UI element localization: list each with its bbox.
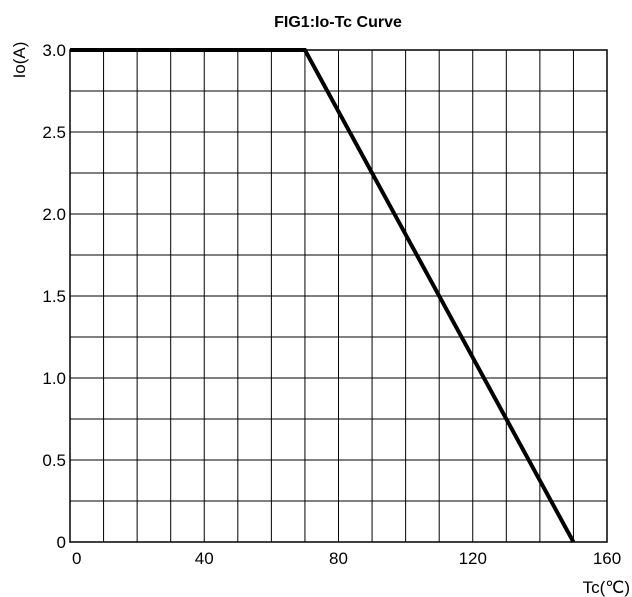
y-tick-label: 0.5 xyxy=(42,451,66,470)
plot-frame xyxy=(69,49,608,543)
y-tick-label: 3.0 xyxy=(42,41,66,60)
y-tick-label: 2.5 xyxy=(42,123,66,142)
x-tick-label: 0 xyxy=(72,549,81,568)
x-tick-label: 80 xyxy=(329,549,348,568)
series-line xyxy=(70,48,576,543)
tick-labels: 0 0.5 1.0 1.5 2.0 2.5 3.0 0 40 80 120 160 xyxy=(42,41,621,568)
x-axis-label: Tc(℃) xyxy=(583,578,630,597)
x-tick-label: 160 xyxy=(593,549,621,568)
y-tick-label: 1.0 xyxy=(42,369,66,388)
y-axis-label: Io(A) xyxy=(10,42,29,79)
grid xyxy=(70,50,607,542)
x-tick-label: 120 xyxy=(459,549,487,568)
x-tick-label: 40 xyxy=(195,549,214,568)
y-tick-label: 2.0 xyxy=(42,205,66,224)
y-tick-label: 0 xyxy=(57,533,66,552)
y-tick-label: 1.5 xyxy=(42,287,66,306)
series-layer xyxy=(70,48,576,543)
chart-title: FIG1:Io-Tc Curve xyxy=(274,14,402,31)
